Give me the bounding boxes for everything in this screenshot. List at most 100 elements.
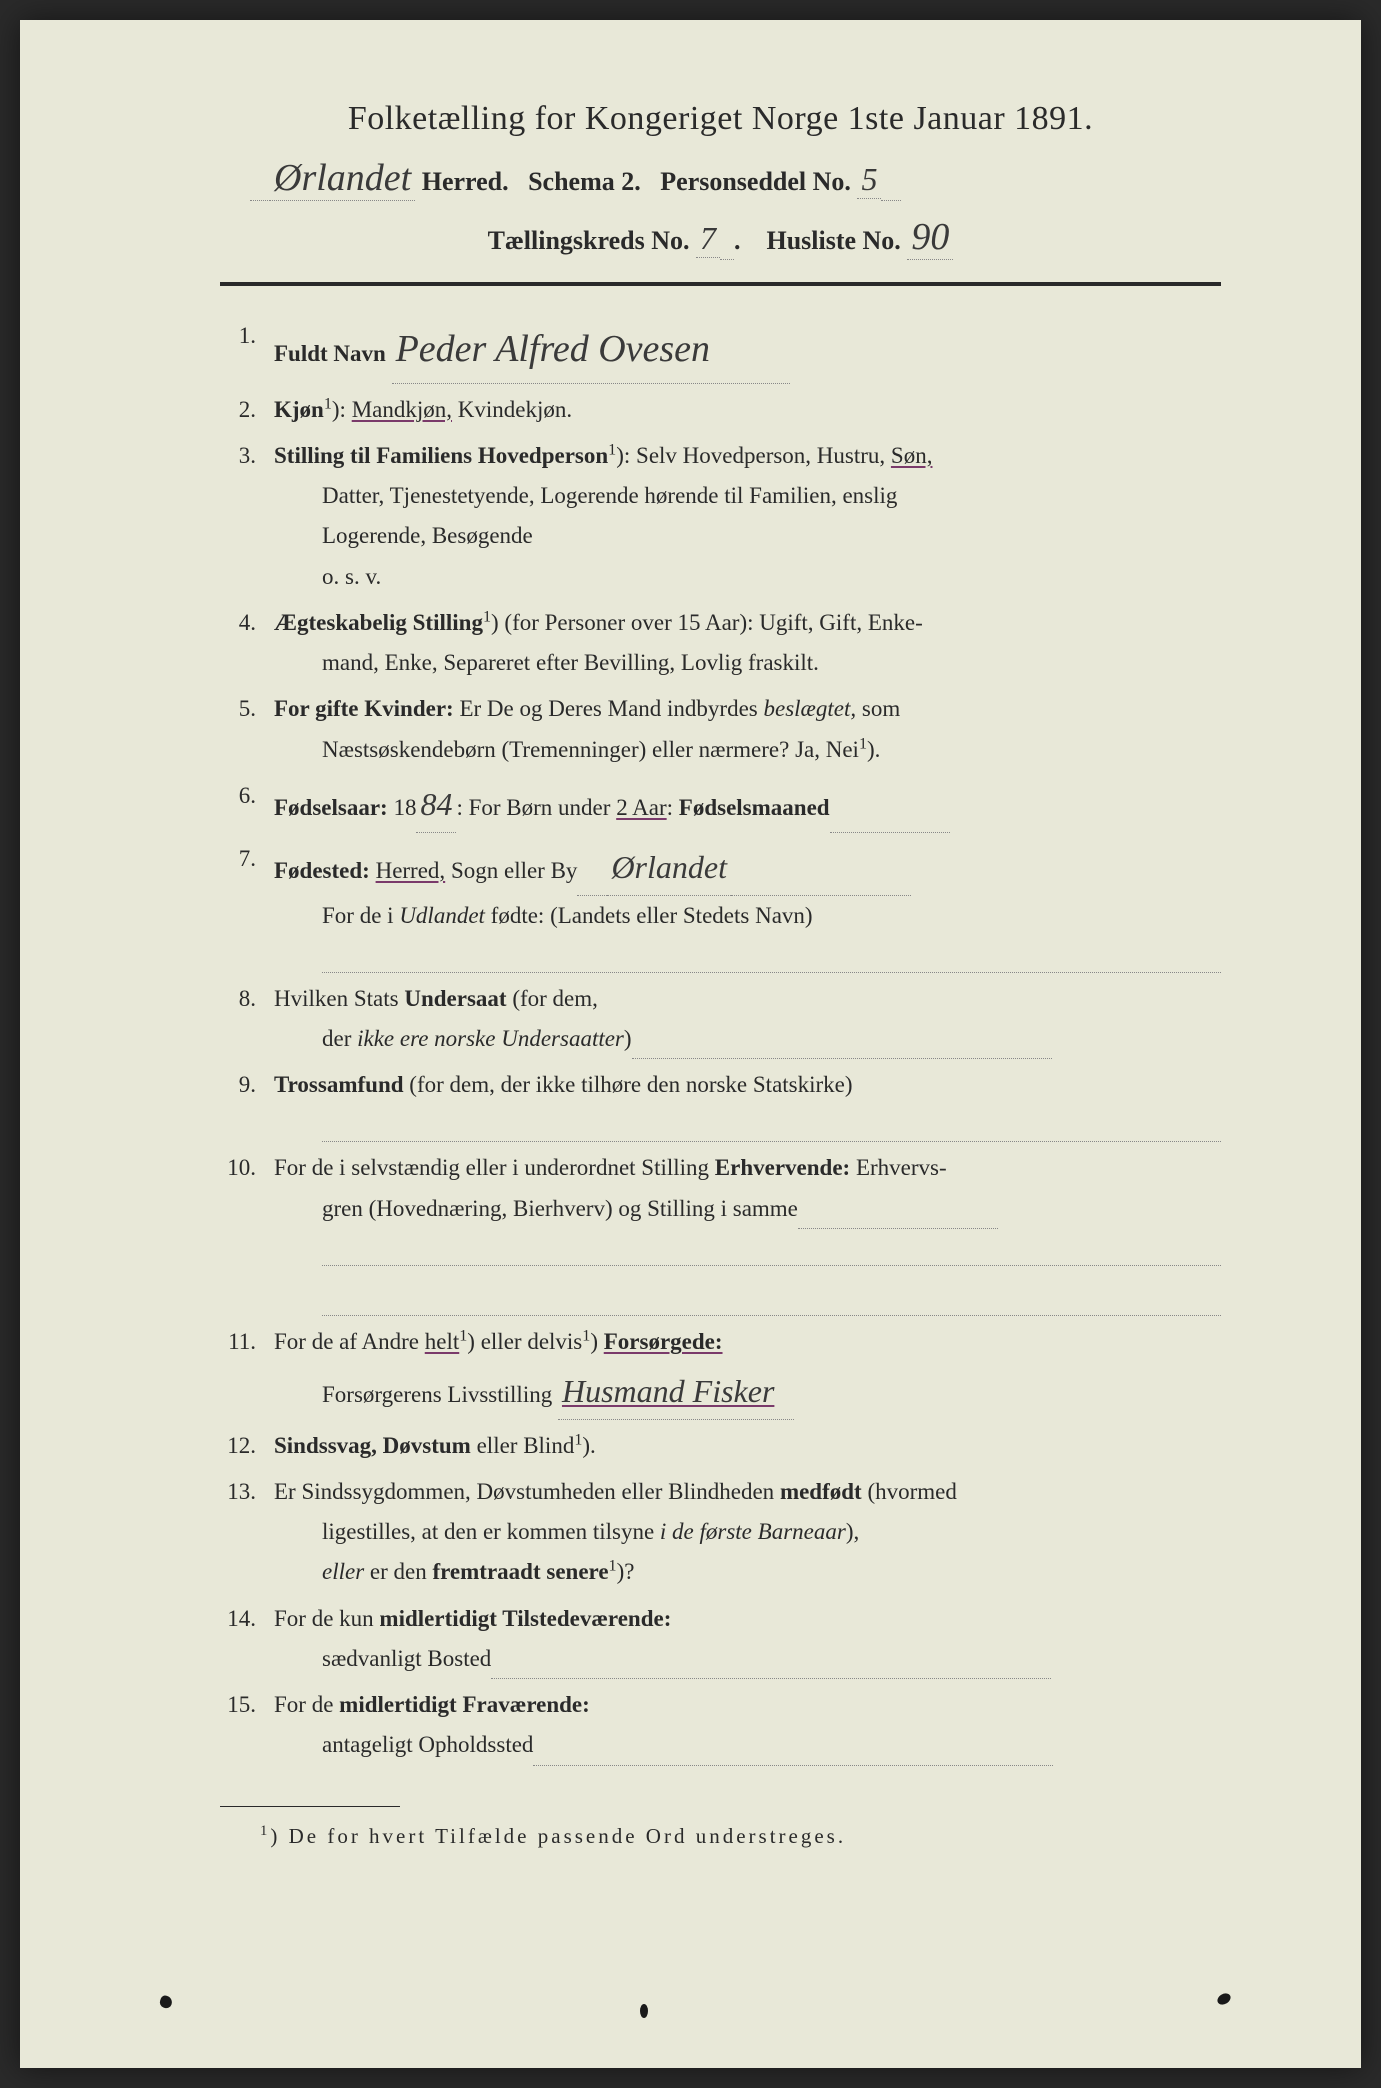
i13-line2a: ligestilles, at den er kommen tilsyne: [322, 1519, 660, 1544]
content-6: Fødselsaar: 1884: For Børn under 2 Aar: …: [274, 776, 1221, 833]
i8-line1b: (for dem,: [507, 986, 598, 1011]
i15-line2: antageligt Opholdssted: [322, 1732, 533, 1757]
herred-label: Herred.: [422, 167, 509, 196]
personseddel-label: Personseddel No.: [660, 167, 851, 196]
colon-2: ):: [332, 397, 346, 422]
paper-defect-right: [1215, 1991, 1232, 2007]
num-11: 11.: [220, 1322, 274, 1419]
personseddel-value: 5: [857, 161, 881, 199]
husliste-value: 90: [907, 215, 953, 260]
i8-line1: Hvilken Stats: [274, 986, 404, 1011]
i13-bold1: medfødt: [780, 1479, 862, 1504]
i5-rest1b: som: [856, 696, 900, 721]
label-fodselsaar: Fødselsaar:: [274, 795, 388, 820]
i11-line2: Forsørgerens Livsstilling: [322, 1382, 552, 1407]
item-9: 9. Trossamfund (for dem, der ikke tilhør…: [220, 1065, 1221, 1142]
form-body: 1. Fuldt Navn Peder Alfred Ovesen 2. Kjø…: [220, 316, 1221, 1766]
sup-3: 1: [608, 441, 616, 458]
i13-line3b: er den: [364, 1559, 432, 1584]
item-5: 5. For gifte Kvinder: Er De og Deres Man…: [220, 689, 1221, 770]
husliste-label: Husliste No.: [766, 226, 900, 255]
num-4: 4.: [220, 603, 274, 684]
header-line-3: Tællingskreds No. 7. Husliste No. 90: [220, 215, 1221, 260]
i8-line2a: der: [322, 1026, 357, 1051]
month-value: [830, 832, 950, 833]
num-2: 2.: [220, 390, 274, 430]
content-7: Fødested: Herred, Sogn eller ByØrlandet …: [274, 839, 1221, 973]
herred-value: Ørlandet: [270, 156, 415, 201]
num-9: 9.: [220, 1065, 274, 1142]
kreds-value: 7: [696, 220, 720, 258]
num-7: 7.: [220, 839, 274, 973]
i15-line1a: For de: [274, 1692, 339, 1717]
item-2: 2. Kjøn1): Mandkjøn, Kvindekjøn.: [220, 390, 1221, 430]
item-3: 3. Stilling til Familiens Hovedperson1):…: [220, 436, 1221, 597]
i11-forsorgede: Forsørgede:: [604, 1329, 723, 1354]
i11-mid: ) eller delvis: [467, 1329, 582, 1354]
label-kjon: Kjøn: [274, 397, 324, 422]
footnote-sup: 1: [260, 1823, 270, 1839]
i3-line4: o. s. v.: [274, 557, 1221, 597]
i15-bold: midlertidigt Fraværende:: [339, 1692, 590, 1717]
i7-herred: Herred,: [376, 858, 446, 883]
i5-ital: beslægtet,: [763, 696, 856, 721]
item-1: 1. Fuldt Navn Peder Alfred Ovesen: [220, 316, 1221, 384]
item-11: 11. For de af Andre helt1) eller delvis1…: [220, 1322, 1221, 1419]
i14-line1a: For de kun: [274, 1606, 379, 1631]
content-10: For de i selvstændig eller i underordnet…: [274, 1148, 1221, 1316]
num-14: 14.: [220, 1599, 274, 1680]
i13-bold2: fremtraadt senere: [432, 1559, 608, 1584]
i10-dots2: [322, 1280, 1221, 1317]
i13-line3c: )?: [617, 1559, 635, 1584]
num-12: 12.: [220, 1426, 274, 1466]
content-8: Hvilken Stats Undersaat (for dem, der ik…: [274, 979, 1221, 1060]
i8-ital: ikke ere norske Undersaatter: [357, 1026, 624, 1051]
year-prefix: 18: [388, 795, 417, 820]
num-1: 1.: [220, 316, 274, 384]
i4-rest1: ) (for Personer over 15 Aar): Ugift, Gif…: [491, 610, 923, 635]
kjon-kvindekjon: Kvindekjøn.: [458, 397, 572, 422]
item-12: 12. Sindssvag, Døvstum eller Blind1).: [220, 1426, 1221, 1466]
num-5: 5.: [220, 689, 274, 770]
item-8: 8. Hvilken Stats Undersaat (for dem, der…: [220, 979, 1221, 1060]
i6-mid2: :: [667, 795, 679, 820]
label-sindssvag: Sindssvag, Døvstum: [274, 1433, 471, 1458]
content-9: Trossamfund (for dem, der ikke tilhøre d…: [274, 1065, 1221, 1142]
label-trossamfund: Trossamfund: [274, 1072, 404, 1097]
footnote-text: ) De for hvert Tilfælde passende Ord und…: [270, 1824, 846, 1848]
i10-line1a: For de i selvstændig eller i underordnet…: [274, 1155, 715, 1180]
item-4: 4. Ægteskabelig Stilling1) (for Personer…: [220, 603, 1221, 684]
num-8: 8.: [220, 979, 274, 1060]
i13-ital: i de første Barneaar: [660, 1519, 846, 1544]
footnote: 1) De for hvert Tilfælde passende Ord un…: [220, 1823, 1221, 1849]
sup-4: 1: [483, 608, 491, 625]
label-aegteskab: Ægteskabelig Stilling: [274, 610, 483, 635]
label-fodselsmaaned: Fødselsmaaned: [679, 795, 830, 820]
sup-2: 1: [324, 395, 332, 412]
label-fuldt-navn: Fuldt Navn: [274, 341, 386, 366]
content-11: For de af Andre helt1) eller delvis1) Fo…: [274, 1322, 1221, 1419]
i10-dots1: [322, 1229, 1221, 1266]
paper-defect-left: [158, 1994, 173, 2009]
i11-helt: helt: [425, 1329, 460, 1354]
i13-line1a: Er Sindssygdommen, Døvstumheden eller Bl…: [274, 1479, 780, 1504]
label-stilling: Stilling til Familiens Hovedperson: [274, 443, 608, 468]
i8-bold: Undersaat: [404, 986, 506, 1011]
item-6: 6. Fødselsaar: 1884: For Børn under 2 Aa…: [220, 776, 1221, 833]
header-line-2: Ørlandet Herred. Schema 2. Personseddel …: [220, 156, 1221, 201]
item-15: 15. For de midlertidigt Fraværende: anta…: [220, 1685, 1221, 1766]
content-3: Stilling til Familiens Hovedperson1): Se…: [274, 436, 1221, 597]
item-14: 14. For de kun midlertidigt Tilstedevære…: [220, 1599, 1221, 1680]
num-15: 15.: [220, 1685, 274, 1766]
content-14: For de kun midlertidigt Tilstedeværende:…: [274, 1599, 1221, 1680]
fodested-value: Ørlandet: [607, 839, 731, 896]
content-13: Er Sindssygdommen, Døvstumheden eller Bl…: [274, 1472, 1221, 1593]
i12-rest: eller Blind: [471, 1433, 574, 1458]
i14-bold: midlertidigt Tilstedeværende:: [379, 1606, 671, 1631]
i3-line1a: Selv Hovedperson, Hustru,: [636, 443, 891, 468]
num-10: 10.: [220, 1148, 274, 1316]
i13-line2b: ),: [846, 1519, 859, 1544]
label-gifte-kvinder: gifte Kvinder:: [315, 696, 454, 721]
i14-line2: sædvanligt Bosted: [322, 1646, 491, 1671]
content-1: Fuldt Navn Peder Alfred Ovesen: [274, 316, 1221, 384]
